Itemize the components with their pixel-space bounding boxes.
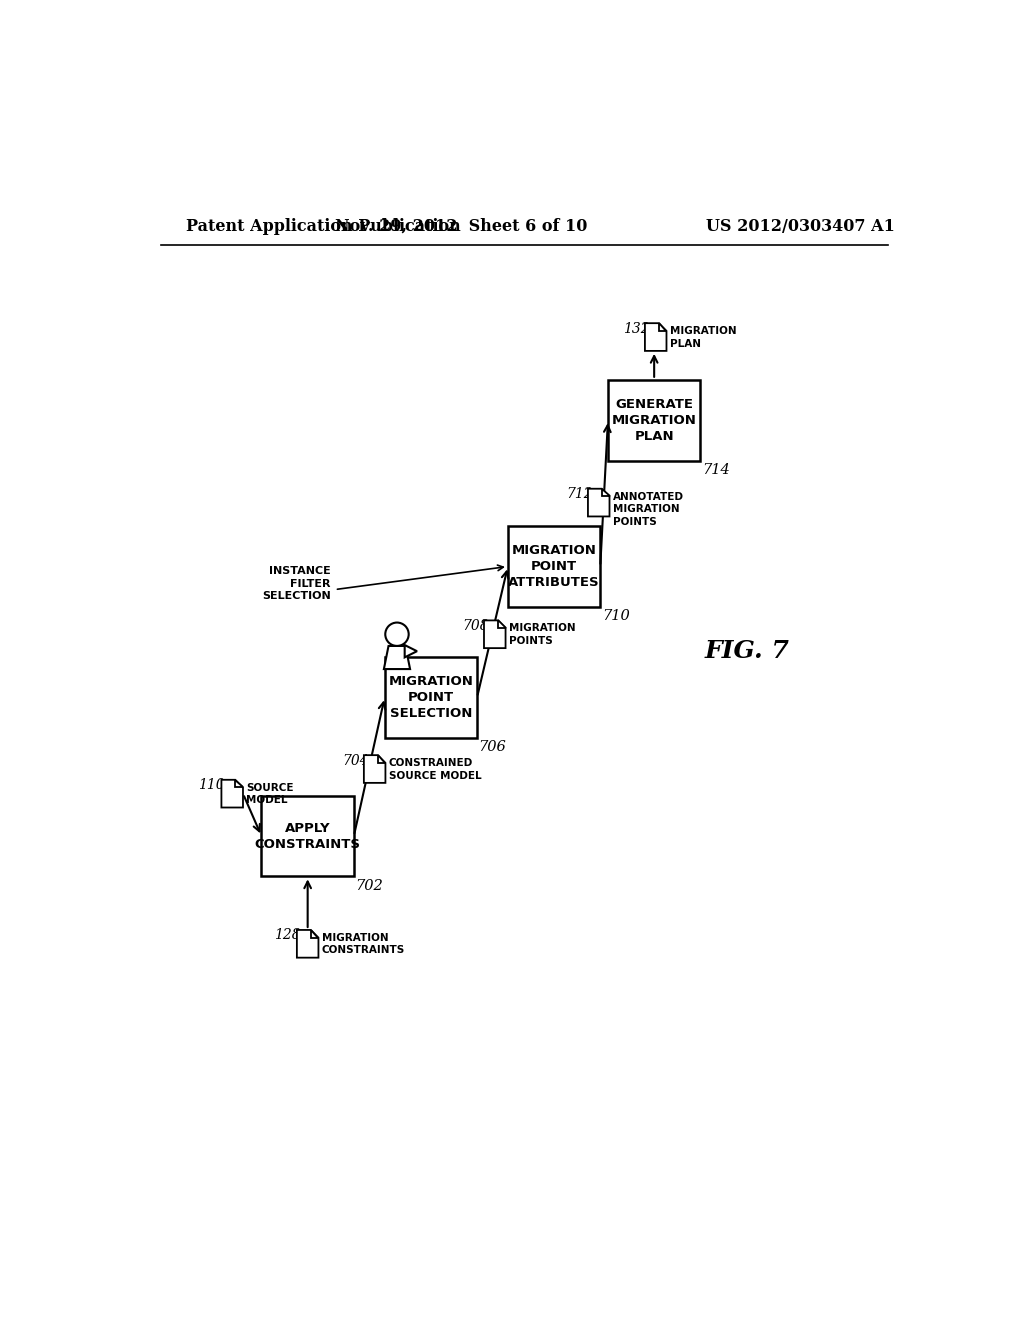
Text: CONSTRAINED
SOURCE MODEL: CONSTRAINED SOURCE MODEL xyxy=(388,758,481,780)
Text: MIGRATION
POINTS: MIGRATION POINTS xyxy=(509,623,575,645)
Bar xyxy=(261,796,354,876)
Bar xyxy=(608,380,700,461)
Text: MIGRATION
POINT
ATTRIBUTES: MIGRATION POINT ATTRIBUTES xyxy=(508,544,600,589)
Text: Nov. 29, 2012  Sheet 6 of 10: Nov. 29, 2012 Sheet 6 of 10 xyxy=(336,218,588,235)
Text: 702: 702 xyxy=(355,879,383,892)
Polygon shape xyxy=(221,780,243,808)
Text: GENERATE
MIGRATION
PLAN: GENERATE MIGRATION PLAN xyxy=(611,397,696,442)
Polygon shape xyxy=(658,323,667,331)
Text: APPLY
CONSTRAINTS: APPLY CONSTRAINTS xyxy=(255,821,360,850)
Text: 710: 710 xyxy=(602,610,630,623)
Text: MIGRATION
PLAN: MIGRATION PLAN xyxy=(670,326,736,348)
Polygon shape xyxy=(588,488,609,516)
Polygon shape xyxy=(364,755,385,783)
Text: 706: 706 xyxy=(478,741,506,754)
Text: 704: 704 xyxy=(342,754,369,768)
Polygon shape xyxy=(404,645,417,657)
Polygon shape xyxy=(378,755,385,763)
Text: 708: 708 xyxy=(463,619,489,632)
Text: INSTANCE
FILTER
SELECTION: INSTANCE FILTER SELECTION xyxy=(262,566,331,602)
Bar xyxy=(385,657,477,738)
Text: US 2012/0303407 A1: US 2012/0303407 A1 xyxy=(706,218,895,235)
Bar xyxy=(508,527,600,607)
Polygon shape xyxy=(645,323,667,351)
Polygon shape xyxy=(310,929,318,937)
Text: 132: 132 xyxy=(624,322,650,335)
Text: 128: 128 xyxy=(273,928,300,942)
Text: 712: 712 xyxy=(566,487,593,502)
Polygon shape xyxy=(484,620,506,648)
Text: 714: 714 xyxy=(701,463,730,477)
Text: SOURCE
MODEL: SOURCE MODEL xyxy=(246,783,294,805)
Text: ANNOTATED
MIGRATION
POINTS: ANNOTATED MIGRATION POINTS xyxy=(612,492,684,527)
Text: FIG. 7: FIG. 7 xyxy=(705,639,790,663)
Text: Patent Application Publication: Patent Application Publication xyxy=(186,218,461,235)
Polygon shape xyxy=(602,488,609,496)
Text: MIGRATION
POINT
SELECTION: MIGRATION POINT SELECTION xyxy=(388,675,473,719)
Polygon shape xyxy=(384,645,410,669)
Polygon shape xyxy=(297,929,318,958)
Polygon shape xyxy=(498,620,506,628)
Text: 110: 110 xyxy=(199,779,225,792)
Circle shape xyxy=(385,623,409,645)
Text: MIGRATION
CONSTRAINTS: MIGRATION CONSTRAINTS xyxy=(322,933,404,956)
Polygon shape xyxy=(236,780,243,788)
